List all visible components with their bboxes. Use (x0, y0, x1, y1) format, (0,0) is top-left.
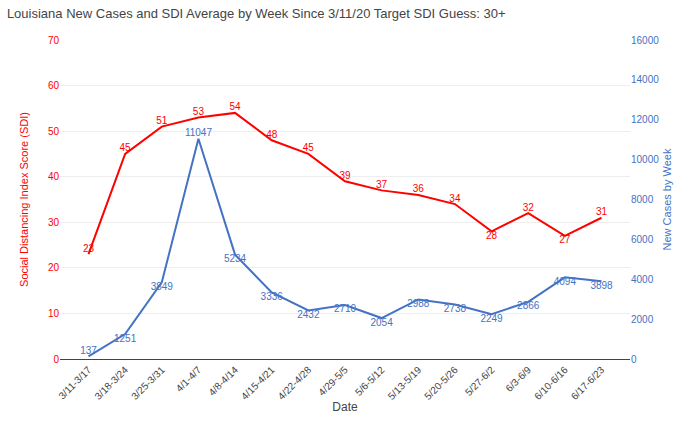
svg-text:5/20-5/26: 5/20-5/26 (422, 364, 460, 402)
svg-text:28: 28 (486, 230, 498, 241)
svg-text:31: 31 (596, 206, 608, 217)
svg-text:37: 37 (376, 179, 388, 190)
svg-text:10000: 10000 (631, 154, 659, 165)
svg-text:2054: 2054 (371, 317, 394, 328)
svg-text:27: 27 (559, 234, 571, 245)
svg-text:12000: 12000 (631, 114, 659, 125)
svg-text:5/27-6/2: 5/27-6/2 (463, 364, 497, 398)
svg-text:0: 0 (53, 354, 59, 365)
svg-text:4/1-4/7: 4/1-4/7 (174, 364, 204, 394)
svg-text:45: 45 (120, 142, 132, 153)
svg-text:3/11-3/17: 3/11-3/17 (56, 364, 93, 401)
svg-text:4/29-5/5: 4/29-5/5 (316, 364, 350, 398)
svg-text:70: 70 (48, 35, 60, 46)
svg-text:23: 23 (83, 243, 95, 254)
svg-text:4000: 4000 (631, 274, 654, 285)
svg-text:32: 32 (523, 202, 535, 213)
svg-text:4094: 4094 (554, 276, 577, 287)
svg-text:2710: 2710 (334, 303, 357, 314)
svg-text:4/8-4/14: 4/8-4/14 (206, 364, 240, 398)
svg-text:34: 34 (449, 193, 461, 204)
svg-text:Louisiana New Cases and SDI Av: Louisiana New Cases and SDI Average by W… (7, 6, 506, 21)
svg-text:3/18-3/24: 3/18-3/24 (92, 364, 130, 402)
svg-text:New Cases by Week: New Cases by Week (661, 148, 673, 250)
svg-text:6/10-6/16: 6/10-6/16 (532, 364, 570, 402)
svg-text:4/22-4/28: 4/22-4/28 (276, 364, 314, 402)
svg-text:36: 36 (413, 183, 425, 194)
svg-text:14000: 14000 (631, 74, 659, 85)
svg-text:2738: 2738 (444, 303, 467, 314)
svg-text:3336: 3336 (261, 291, 284, 302)
svg-text:2866: 2866 (517, 300, 540, 311)
svg-text:3/25-3/31: 3/25-3/31 (129, 364, 167, 402)
svg-text:2249: 2249 (480, 313, 503, 324)
svg-text:3849: 3849 (151, 281, 174, 292)
svg-text:5/6-5/12: 5/6-5/12 (353, 364, 387, 398)
svg-text:50: 50 (48, 126, 60, 137)
svg-text:2432: 2432 (297, 309, 320, 320)
svg-text:53: 53 (193, 106, 205, 117)
svg-text:137: 137 (80, 345, 97, 356)
svg-text:1251: 1251 (114, 333, 137, 344)
svg-text:20: 20 (48, 262, 60, 273)
svg-text:3898: 3898 (590, 280, 613, 291)
svg-text:45: 45 (303, 142, 315, 153)
svg-text:5234: 5234 (224, 253, 247, 264)
svg-text:16000: 16000 (631, 35, 659, 46)
svg-text:2000: 2000 (631, 314, 654, 325)
svg-text:Social Distancing Index Score: Social Distancing Index Score (SDI) (18, 112, 30, 287)
svg-text:6/17-6/23: 6/17-6/23 (569, 364, 607, 402)
svg-text:54: 54 (230, 101, 242, 112)
svg-text:0: 0 (631, 354, 637, 365)
svg-text:10: 10 (48, 308, 60, 319)
svg-text:60: 60 (48, 80, 60, 91)
svg-text:5/13-5/19: 5/13-5/19 (386, 364, 424, 402)
svg-text:30: 30 (48, 217, 60, 228)
svg-text:2988: 2988 (407, 298, 430, 309)
svg-text:51: 51 (156, 115, 168, 126)
svg-text:Date: Date (332, 400, 358, 414)
svg-text:8000: 8000 (631, 194, 654, 205)
svg-text:4/15-4/21: 4/15-4/21 (239, 364, 277, 402)
svg-text:39: 39 (339, 170, 351, 181)
svg-text:40: 40 (48, 171, 60, 182)
svg-text:11047: 11047 (185, 127, 213, 138)
svg-text:6/3-6/9: 6/3-6/9 (503, 364, 533, 394)
svg-text:48: 48 (266, 129, 278, 140)
svg-text:6000: 6000 (631, 234, 654, 245)
